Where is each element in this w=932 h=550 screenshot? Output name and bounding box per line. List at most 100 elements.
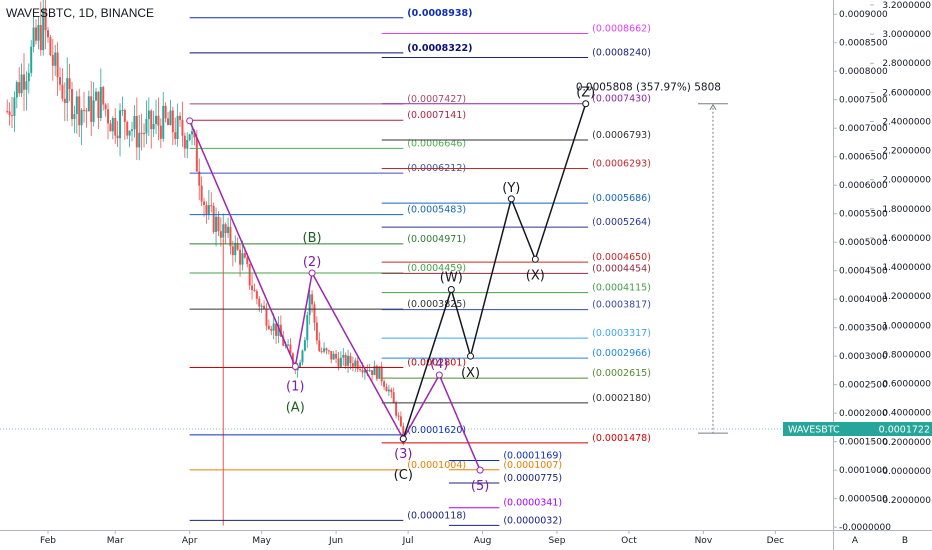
fib-level-label: (0.0003317) xyxy=(592,328,651,339)
candle-body xyxy=(371,370,374,376)
scale-tick-label: -0.0000000 xyxy=(879,467,931,477)
candle-body xyxy=(210,205,213,207)
wave-pivot[interactable] xyxy=(186,117,194,125)
candle-body xyxy=(80,109,83,126)
fib-label-bg xyxy=(591,217,652,229)
wave-pivot[interactable] xyxy=(291,362,299,370)
scale-tick-label: 3.2000000 xyxy=(882,1,931,11)
candle-body xyxy=(265,308,268,326)
candle-body xyxy=(109,123,112,132)
candle-body xyxy=(215,216,218,232)
fib-level-label: (0.0007430) xyxy=(592,94,651,105)
candle-body xyxy=(234,242,237,256)
candle-body xyxy=(275,323,278,336)
scale-tick-label: 1.8000000 xyxy=(882,205,931,215)
fib-level-label: (0.0006646) xyxy=(407,138,466,149)
wave-label-C: (C) xyxy=(394,468,413,483)
fib-level-label: (0.0002966) xyxy=(592,348,651,359)
candle-body xyxy=(13,97,16,116)
candle-body xyxy=(198,171,201,186)
candle-body xyxy=(301,350,304,363)
time-tick-label: Jul xyxy=(402,536,414,546)
candle-body xyxy=(87,96,90,112)
candle-body xyxy=(306,315,309,341)
candle-body xyxy=(119,110,122,139)
candle-body xyxy=(373,365,376,376)
wave-pivot[interactable] xyxy=(582,100,590,108)
wave-pivot[interactable] xyxy=(308,269,316,277)
candle-body xyxy=(272,323,275,331)
candle-body xyxy=(327,350,330,352)
candle-body xyxy=(138,132,141,148)
candle-body xyxy=(73,114,76,120)
scale-tick-label: 3.0000000 xyxy=(882,30,931,40)
candle-body xyxy=(366,370,369,372)
candle-body xyxy=(356,360,359,370)
candle-body xyxy=(349,355,352,364)
fib-level-label: (0.0000032) xyxy=(503,515,562,526)
fib-level-label: (0.0006793) xyxy=(592,130,651,141)
candle-body xyxy=(325,348,328,351)
wave-pivot[interactable] xyxy=(435,371,443,379)
fib-label-bg xyxy=(502,459,564,471)
price-tick-label: 0.0007000 xyxy=(839,124,888,134)
price-tick-label: 0.0007500 xyxy=(839,96,888,106)
wave-pivot[interactable] xyxy=(531,255,539,263)
candle-body xyxy=(68,78,71,90)
candle-body xyxy=(270,328,273,331)
candle-body xyxy=(299,362,302,368)
candle-body xyxy=(150,110,153,130)
fib-level-label: (0.0000775) xyxy=(503,473,562,484)
candle-body xyxy=(289,344,292,354)
candle-body xyxy=(20,74,23,94)
fib-label-bg xyxy=(406,357,468,369)
fib-level-label: (0.0004454) xyxy=(592,263,651,274)
candle-body xyxy=(212,205,215,232)
price-tick-label: 0.0002500 xyxy=(839,381,888,391)
candle-body xyxy=(169,110,172,125)
candle-body xyxy=(85,110,88,112)
fib-label-bg xyxy=(406,510,468,522)
wave-pivot[interactable] xyxy=(447,286,455,294)
symbol-title: WAVESBTC, 1D, BINANCE xyxy=(6,6,155,20)
price-axis-pane[interactable] xyxy=(833,0,932,550)
candle-body xyxy=(47,30,50,38)
time-tick-label: Feb xyxy=(40,536,56,546)
fib-label-bg xyxy=(502,472,564,484)
fib-level-label: (0.0008322) xyxy=(407,43,472,54)
wave-pivot[interactable] xyxy=(399,435,407,443)
candle-body xyxy=(239,249,242,265)
time-tick-label: Nov xyxy=(695,536,713,546)
candle-body xyxy=(59,77,62,85)
price-tick-label: 0.0004500 xyxy=(839,267,888,277)
candle-body xyxy=(231,246,234,256)
price-tick-label: 0.0006500 xyxy=(839,153,888,163)
candle-body xyxy=(164,105,167,119)
time-tick-label: Mar xyxy=(107,536,124,546)
wave-pivot[interactable] xyxy=(476,466,484,474)
scale-button-b[interactable]: B xyxy=(902,536,908,546)
candle-body xyxy=(335,353,338,359)
candle-body xyxy=(380,366,383,382)
candle-body xyxy=(126,122,129,136)
scale-button-a[interactable]: A xyxy=(852,536,859,546)
fib-level-label: (0.0004459) xyxy=(407,263,466,274)
wave-pivot[interactable] xyxy=(507,195,515,203)
wave-wxyxz-line[interactable] xyxy=(402,103,587,440)
fib-level-label: (0.0005264) xyxy=(592,217,651,228)
candle-body xyxy=(205,204,208,214)
candle-body xyxy=(224,224,227,234)
candle-body xyxy=(183,135,186,149)
wave-impulse-line[interactable] xyxy=(188,120,481,471)
scale-tick-label: 2.0000000 xyxy=(882,176,931,186)
time-tick-label: Dec xyxy=(767,536,784,546)
scale-tick-label: 2.2000000 xyxy=(882,147,931,157)
fib-level-label: (0.0007427) xyxy=(407,94,466,105)
wave-pivot[interactable] xyxy=(467,352,475,360)
price-tick-label: 0.0002000 xyxy=(839,409,888,419)
candle-body xyxy=(260,305,263,307)
candle-body xyxy=(116,135,119,139)
fib-level-label: (0.0008662) xyxy=(592,24,651,35)
candle-body xyxy=(78,96,81,126)
